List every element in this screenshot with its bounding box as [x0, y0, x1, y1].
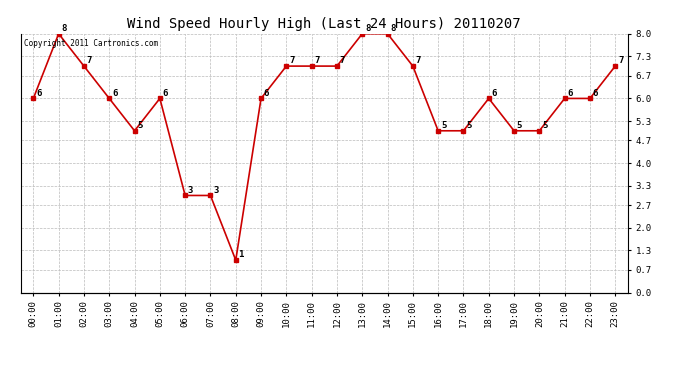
Text: 8: 8	[61, 24, 67, 33]
Text: 6: 6	[567, 88, 573, 98]
Text: 6: 6	[163, 88, 168, 98]
Text: 7: 7	[87, 56, 92, 65]
Text: 8: 8	[365, 24, 371, 33]
Text: 8: 8	[391, 24, 395, 33]
Text: 3: 3	[188, 186, 193, 195]
Text: 5: 5	[542, 121, 547, 130]
Text: 3: 3	[213, 186, 219, 195]
Text: 7: 7	[289, 56, 295, 65]
Text: 5: 5	[137, 121, 143, 130]
Text: 1: 1	[239, 251, 244, 260]
Text: Copyright 2011 Cartronics.com: Copyright 2011 Cartronics.com	[23, 39, 158, 48]
Text: 6: 6	[491, 88, 497, 98]
Title: Wind Speed Hourly High (Last 24 Hours) 20110207: Wind Speed Hourly High (Last 24 Hours) 2…	[128, 17, 521, 31]
Text: 7: 7	[339, 56, 345, 65]
Text: 6: 6	[112, 88, 117, 98]
Text: 5: 5	[441, 121, 446, 130]
Text: 6: 6	[593, 88, 598, 98]
Text: 6: 6	[36, 88, 41, 98]
Text: 6: 6	[264, 88, 269, 98]
Text: 5: 5	[466, 121, 471, 130]
Text: 7: 7	[315, 56, 319, 65]
Text: 5: 5	[517, 121, 522, 130]
Text: 7: 7	[415, 56, 421, 65]
Text: 7: 7	[618, 56, 623, 65]
